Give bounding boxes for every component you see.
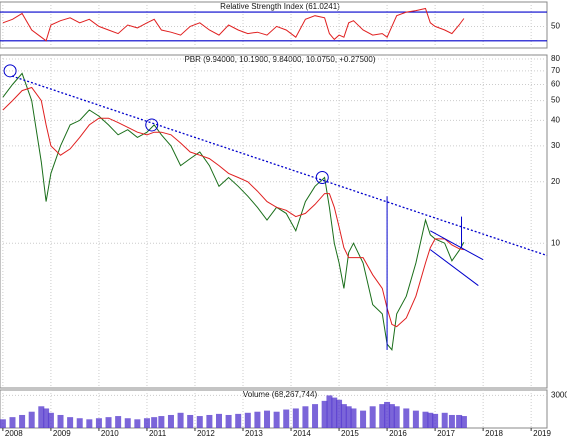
volume-bar (9, 417, 16, 428)
y-tick-label: 20 (551, 177, 560, 186)
volume-bar (95, 418, 102, 428)
rsi-panel (0, 1, 548, 49)
series-line (2, 7, 465, 42)
volume-bar (331, 397, 338, 428)
volume-bar (177, 412, 184, 428)
x-tick-label: 2017 (437, 429, 455, 438)
volume-bar (115, 416, 122, 428)
volume-bar (215, 413, 222, 428)
y-tick-label: 10 (551, 238, 560, 247)
volume-bar (244, 412, 251, 428)
volume-bar (167, 414, 174, 428)
volume-bar (441, 412, 448, 428)
x-tick-label: 2019 (533, 429, 551, 438)
trend-line (11, 75, 548, 257)
volume-bar (427, 412, 434, 428)
x-tick-label: 2015 (341, 429, 359, 438)
peak-circle (145, 118, 159, 132)
volume-bar (312, 404, 319, 428)
y-tick-label: 50 (551, 22, 560, 31)
volume-bar (345, 406, 352, 428)
volume-bar (19, 414, 26, 428)
x-tick-label: 2014 (293, 429, 311, 438)
series-line (2, 86, 464, 328)
volume-bar (393, 406, 400, 428)
volume-bar (0, 419, 6, 428)
volume-bar (340, 404, 347, 428)
volume-bar (124, 418, 131, 428)
volume-bar (379, 404, 386, 428)
x-tick-label: 2012 (197, 429, 215, 438)
volume-bar (321, 400, 328, 428)
volume-bar (403, 408, 410, 428)
price-panel (0, 54, 548, 389)
x-tick-label: 2018 (485, 429, 503, 438)
volume-bar (67, 417, 74, 428)
peak-circle (315, 170, 329, 184)
x-tick-label: 2008 (5, 429, 23, 438)
volume-bar (264, 410, 271, 428)
y-tick-label: 80 (551, 54, 560, 63)
x-tick-label: 2009 (53, 429, 71, 438)
volume-bar (196, 416, 203, 428)
volume-bar (369, 406, 376, 428)
volume-bar (336, 399, 343, 428)
y-tick-label: 30000 (551, 391, 567, 400)
volume-bar (254, 411, 261, 428)
volume-bar (448, 414, 455, 428)
volume-bar (57, 414, 64, 428)
volume-bar (235, 413, 242, 428)
x-tick-label: 2013 (245, 429, 263, 438)
volume-bar (206, 414, 213, 428)
volume-bar (432, 413, 439, 428)
volume-panel (0, 389, 548, 429)
volume-bar (412, 410, 419, 428)
volume-bar (292, 408, 299, 428)
volume-bar (28, 411, 35, 428)
series-line (2, 72, 465, 351)
volume-bar (273, 411, 280, 428)
volume-bar (43, 408, 50, 428)
volume-bar (422, 411, 429, 428)
volume-bar (350, 408, 357, 428)
volume-bar (105, 417, 112, 428)
y-tick-label: 30 (551, 141, 560, 150)
y-tick-label: 70 (551, 66, 560, 75)
peak-circle (3, 64, 17, 78)
x-tick-label: 2010 (101, 429, 119, 438)
volume-bar (47, 412, 54, 428)
panel-title: Volume (68,267,744) (243, 390, 318, 399)
volume-bar (388, 404, 395, 428)
x-tick-label: 2011 (149, 429, 167, 438)
panel-title: PBR (9.94000, 10.1900, 9.84000, 10.0750,… (184, 55, 375, 64)
volume-bar (158, 416, 165, 428)
volume-bar (151, 417, 158, 428)
volume-bar (134, 419, 141, 428)
volume-bar (326, 395, 333, 428)
volume-bar (187, 414, 194, 428)
panel-title: Relative Strength Index (61.0241) (220, 2, 340, 11)
volume-bar (460, 416, 467, 428)
x-tick-label: 2016 (389, 429, 407, 438)
y-tick-label: 50 (551, 96, 560, 105)
volume-bar (384, 401, 391, 428)
volume-bar (38, 406, 45, 428)
volume-bar (86, 419, 93, 428)
volume-bar (283, 409, 290, 428)
y-tick-label: 60 (551, 80, 560, 89)
trend-line (430, 230, 484, 261)
trend-line (430, 249, 479, 286)
volume-bar (360, 410, 367, 428)
volume-bar (456, 414, 463, 428)
volume-bar (225, 414, 232, 428)
volume-bar (143, 418, 150, 428)
volume-bar (76, 418, 83, 428)
volume-bar (302, 406, 309, 428)
y-tick-label: 40 (551, 116, 560, 125)
